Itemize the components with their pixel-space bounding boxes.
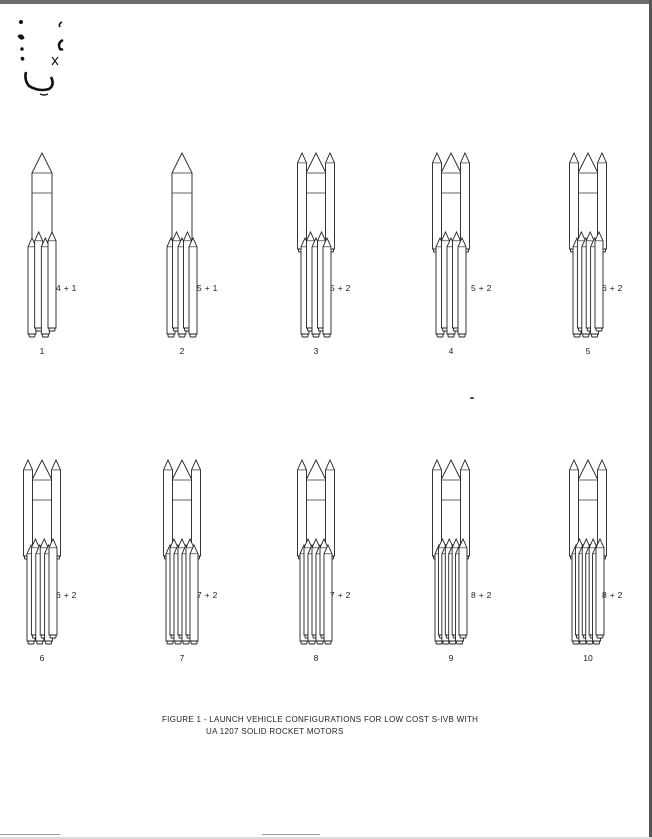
booster-motor (594, 230, 604, 332)
upper-strap-on-motor (297, 458, 307, 560)
scan-edge-right (649, 0, 652, 839)
booster-motor (457, 236, 467, 338)
launch-vehicle-config-5 (569, 151, 607, 338)
upper-strap-on-motor (569, 151, 579, 253)
launch-vehicle-config-2 (166, 151, 198, 338)
figure-caption-line-1: FIGURE 1 - LAUNCH VEHICLE CONFIGURATIONS… (162, 715, 479, 724)
config-label: 6 + 2 (56, 590, 77, 600)
config-label: 8 + 2 (471, 590, 492, 600)
launch-vehicle-config-10 (569, 458, 607, 645)
launch-vehicle-config-7 (163, 458, 201, 645)
config-number: 7 (179, 653, 185, 663)
scan-speck (470, 397, 474, 399)
scan-edge-bottom (0, 837, 652, 839)
config-label: 8 + 2 (602, 590, 623, 600)
launch-vehicle-config-9 (432, 458, 470, 645)
config-number: 9 (448, 653, 454, 663)
config-label: 5 + 1 (197, 283, 218, 293)
config-number: 3 (313, 346, 319, 356)
booster-motor (48, 537, 58, 639)
config-number: 4 (448, 346, 454, 356)
scan-mark (262, 834, 320, 835)
config-number: 5 (585, 346, 591, 356)
upper-strap-on-motor (432, 151, 442, 253)
config-label: 5 + 2 (330, 283, 351, 293)
booster-motor (189, 543, 199, 645)
config-number: 1 (39, 346, 45, 356)
upper-strap-on-motor (325, 458, 335, 560)
config-label: 4 + 1 (56, 283, 77, 293)
scan-mark (0, 834, 60, 835)
upper-strap-on-motor (325, 151, 335, 253)
config-label: 5 + 2 (471, 283, 492, 293)
booster-motor (188, 236, 198, 338)
figure-caption-line-2: UA 1207 SOLID ROCKET MOTORS (206, 727, 344, 736)
booster-motor (322, 236, 332, 338)
config-label: 7 + 2 (197, 590, 218, 600)
scan-artifact (17, 20, 64, 96)
booster-motor (47, 230, 57, 332)
booster-motor (27, 236, 37, 338)
booster-motor (458, 537, 468, 639)
upper-strap-on-motor (163, 458, 173, 560)
config-number: 8 (313, 653, 319, 663)
booster-motor (595, 537, 605, 639)
upper-strap-on-motor (23, 458, 33, 560)
config-number: 6 (39, 653, 45, 663)
upper-strap-on-motor (460, 151, 470, 253)
upper-strap-on-motor (191, 458, 201, 560)
launch-vehicle-config-3 (297, 151, 335, 338)
upper-strap-on-motor (297, 151, 307, 253)
launch-vehicle-config-6 (23, 458, 61, 645)
config-label: 7 + 2 (330, 590, 351, 600)
launch-vehicle-config-4 (432, 151, 470, 338)
config-number: 2 (179, 346, 185, 356)
config-number: 10 (583, 653, 593, 663)
booster-motor (323, 543, 333, 645)
launch-vehicle-config-8 (297, 458, 335, 645)
launch-vehicle-config-1 (27, 151, 57, 338)
config-label: 6 + 2 (602, 283, 623, 293)
scan-edge-top (0, 0, 652, 4)
